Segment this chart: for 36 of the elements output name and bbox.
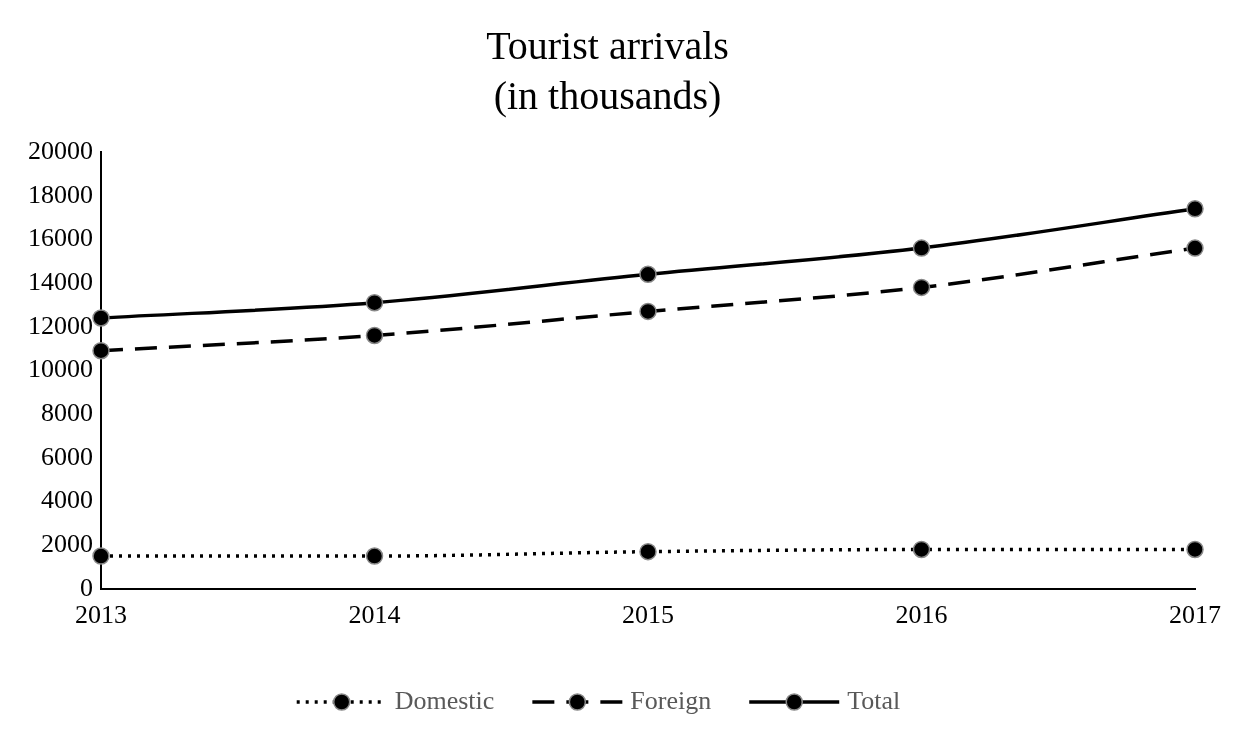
y-tick-label: 6000: [41, 441, 93, 471]
y-tick-label: 4000: [41, 485, 93, 515]
point: [639, 265, 657, 284]
y-tick-label: 10000: [28, 354, 93, 384]
point: [1186, 200, 1204, 218]
y-tick-label: 16000: [28, 223, 93, 253]
y-tick-label: 20000: [28, 135, 93, 165]
point: [365, 293, 384, 312]
point: [92, 341, 110, 360]
point: [912, 540, 931, 559]
chart-subtitle: (in thousands): [493, 72, 722, 118]
chart-title: Tourist arrivals: [486, 22, 729, 68]
point: [92, 309, 110, 327]
legend-label: Domestic: [394, 685, 495, 715]
point: [365, 326, 384, 345]
point: [365, 547, 384, 565]
x-tick-label: 2014: [348, 600, 401, 630]
point: [639, 302, 657, 321]
point: [1186, 540, 1204, 559]
x-tick-label: 2016: [895, 600, 948, 630]
x-tick-label: 2015: [622, 600, 674, 630]
y-tick-label: 2000: [41, 528, 93, 558]
point: [1186, 239, 1204, 257]
y-tick-label: 14000: [28, 266, 93, 296]
y-tick-label: 12000: [28, 310, 93, 340]
y-tick-label: 18000: [28, 179, 93, 209]
y-tick-label: 0: [80, 572, 93, 602]
point: [912, 278, 931, 297]
legend-label: Foreign: [630, 685, 712, 715]
x-tick-label: 2013: [75, 600, 127, 630]
point: [912, 239, 931, 257]
point: [92, 547, 110, 565]
y-tick-label: 8000: [41, 397, 93, 427]
x-tick-label: 2017: [1169, 600, 1221, 630]
point: [639, 542, 657, 561]
legend-label: Total: [847, 685, 901, 715]
